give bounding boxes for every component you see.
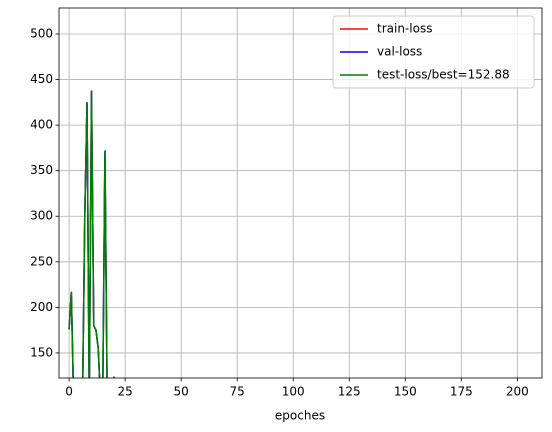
x-tick-label: 100 — [282, 385, 305, 399]
y-tick-label: 150 — [30, 345, 53, 359]
x-tick-label: 150 — [394, 385, 417, 399]
legend-box — [332, 15, 535, 89]
x-tick-label: 200 — [506, 385, 529, 399]
y-tick-label: 500 — [30, 26, 53, 40]
legend-label: val-loss — [377, 45, 422, 59]
line-series — [68, 90, 115, 378]
x-tick-label: 0 — [65, 385, 73, 399]
legend-label: train-loss — [377, 22, 432, 36]
plot-frame — [58, 7, 543, 379]
y-tick-label: 350 — [30, 163, 53, 177]
x-tick-label: 50 — [174, 385, 189, 399]
legend-label: test-loss/best=152.88 — [377, 68, 510, 82]
y-tick-label: 400 — [30, 118, 53, 132]
x-tick-label: 75 — [230, 385, 245, 399]
plot-area — [68, 90, 115, 378]
x-tick-label: 25 — [117, 385, 132, 399]
x-axis-label: epoches — [275, 409, 325, 423]
x-tick-label: 175 — [450, 385, 473, 399]
x-tick-label: 125 — [338, 385, 361, 399]
y-tick-label: 200 — [30, 300, 53, 314]
y-tick-label: 250 — [30, 254, 53, 268]
legend: train-loss val-loss test-loss/best=152.88 — [332, 15, 535, 89]
y-tick-label: 300 — [30, 209, 53, 223]
y-tick-label: 450 — [30, 72, 53, 86]
